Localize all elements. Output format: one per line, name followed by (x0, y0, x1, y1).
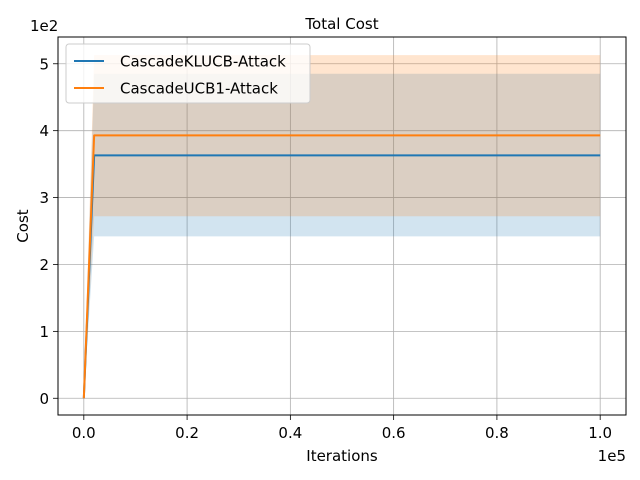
chart-title: Total Cost (304, 15, 378, 33)
x-tick-label: 0.8 (485, 424, 509, 442)
x-tick-label: 1.0 (588, 424, 612, 442)
legend: CascadeKLUCB-Attack CascadeUCB1-Attack (65, 43, 311, 104)
x-tick-label: 0.4 (278, 424, 302, 442)
plot-area-frame (57, 36, 627, 416)
y-axis-label: Cost (14, 209, 32, 242)
x-axis-ticks: 0.0 0.2 0.4 0.6 0.8 1.0 (72, 415, 612, 442)
y-tick-label: 4 (39, 122, 49, 140)
confidence-band-1 (83, 55, 601, 399)
y-tick-label: 3 (39, 189, 49, 207)
y-tick-label: 5 (39, 55, 49, 73)
x-axis-label: Iterations (306, 447, 378, 465)
y-axis-offset-label: 1e2 (30, 17, 58, 35)
x-tick-label: 0.0 (72, 424, 96, 442)
y-tick-label: 1 (39, 323, 49, 341)
x-tick-label: 0.6 (382, 424, 406, 442)
legend-label: CascadeKLUCB-Attack (120, 53, 286, 71)
y-axis-ticks: 0 1 2 3 4 5 (39, 55, 58, 408)
legend-label: CascadeUCB1-Attack (120, 80, 278, 98)
series-line-1 (82, 134, 601, 399)
series-lines (82, 134, 601, 399)
legend-box (65, 43, 311, 104)
y-tick-label: 0 (39, 390, 49, 408)
y-tick-label: 2 (39, 256, 49, 274)
x-tick-label: 0.2 (175, 424, 199, 442)
x-axis-offset-label: 1e5 (598, 447, 626, 465)
